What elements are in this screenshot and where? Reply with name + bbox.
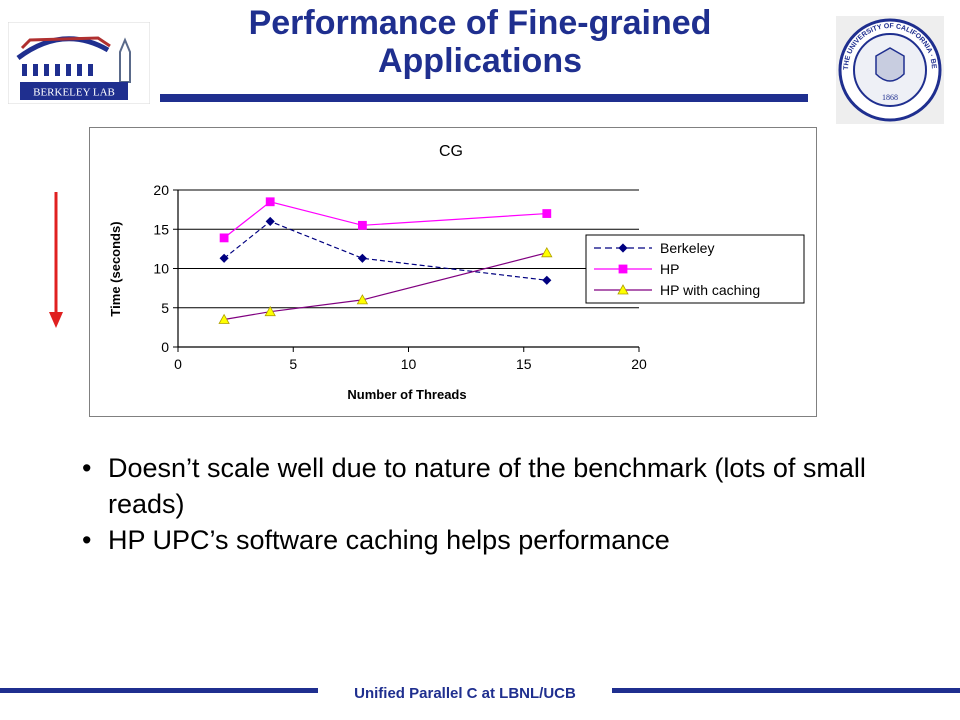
data-point — [357, 220, 367, 230]
legend-marker — [617, 284, 629, 295]
y-axis-label: Time (seconds) — [108, 221, 123, 316]
series-line — [223, 252, 547, 321]
footer-rule-left — [0, 688, 318, 693]
y-tick-label: 10 — [153, 261, 169, 277]
bullet-list: Doesn’t scale well due to nature of the … — [80, 450, 880, 558]
bullet-item: HP UPC’s software caching helps performa… — [80, 522, 880, 558]
data-point — [542, 275, 552, 285]
berkeley-lab-logo: BERKELEY LAB — [8, 22, 150, 104]
lab-logo-text: BERKELEY LAB — [33, 87, 115, 99]
chart-title: CG — [439, 143, 463, 160]
legend-label: HP — [660, 261, 679, 277]
data-point — [218, 313, 230, 324]
page-title-line-1: Performance of Fine-grained — [248, 4, 712, 42]
y-tick-label: 15 — [153, 221, 169, 237]
data-point — [219, 253, 229, 263]
y-tick-label: 5 — [161, 300, 169, 316]
x-tick-label: 20 — [631, 356, 647, 372]
data-point — [542, 209, 552, 218]
seal-year: 1868 — [882, 93, 898, 102]
data-point — [541, 246, 553, 258]
x-tick-label: 5 — [289, 356, 297, 372]
legend-label: HP with caching — [660, 282, 760, 298]
series-line — [223, 201, 547, 239]
y-tick-label: 20 — [153, 182, 169, 198]
x-tick-label: 10 — [401, 356, 417, 372]
down-arrow-icon — [49, 192, 63, 328]
page-title: Performance of Fine-grained Applications — [150, 4, 810, 80]
y-tick-label: 0 — [161, 339, 169, 355]
chart-legend: Berkeley HP HP with caching — [585, 234, 805, 304]
data-point — [265, 197, 275, 207]
data-point — [356, 294, 369, 305]
cg-line-chart: 0 5 10 15 20 0 5 10 15 20 CG Number of Threads Ti… — [108, 143, 805, 402]
footer-rule-right — [612, 688, 960, 693]
university-seal: THE UNIVERSITY OF CALIFORNIA · BERKELEY … — [836, 16, 944, 124]
data-point — [219, 233, 229, 243]
footer-text: Unified Parallel C at LBNL/UCB — [354, 685, 576, 702]
page-title-line-2: Applications — [377, 42, 583, 80]
bullet-item: Doesn’t scale well due to nature of the … — [80, 450, 880, 522]
data-point — [264, 305, 276, 317]
x-axis-label: Number of Threads — [347, 387, 466, 402]
title-underline — [160, 94, 808, 102]
data-point — [357, 253, 367, 263]
x-tick-label: 0 — [174, 356, 182, 372]
legend-marker — [618, 264, 628, 274]
series-line — [223, 220, 547, 281]
x-tick-label: 15 — [516, 356, 532, 372]
legend-marker — [618, 243, 628, 253]
data-point — [265, 216, 275, 226]
legend-label: Berkeley — [660, 240, 714, 256]
